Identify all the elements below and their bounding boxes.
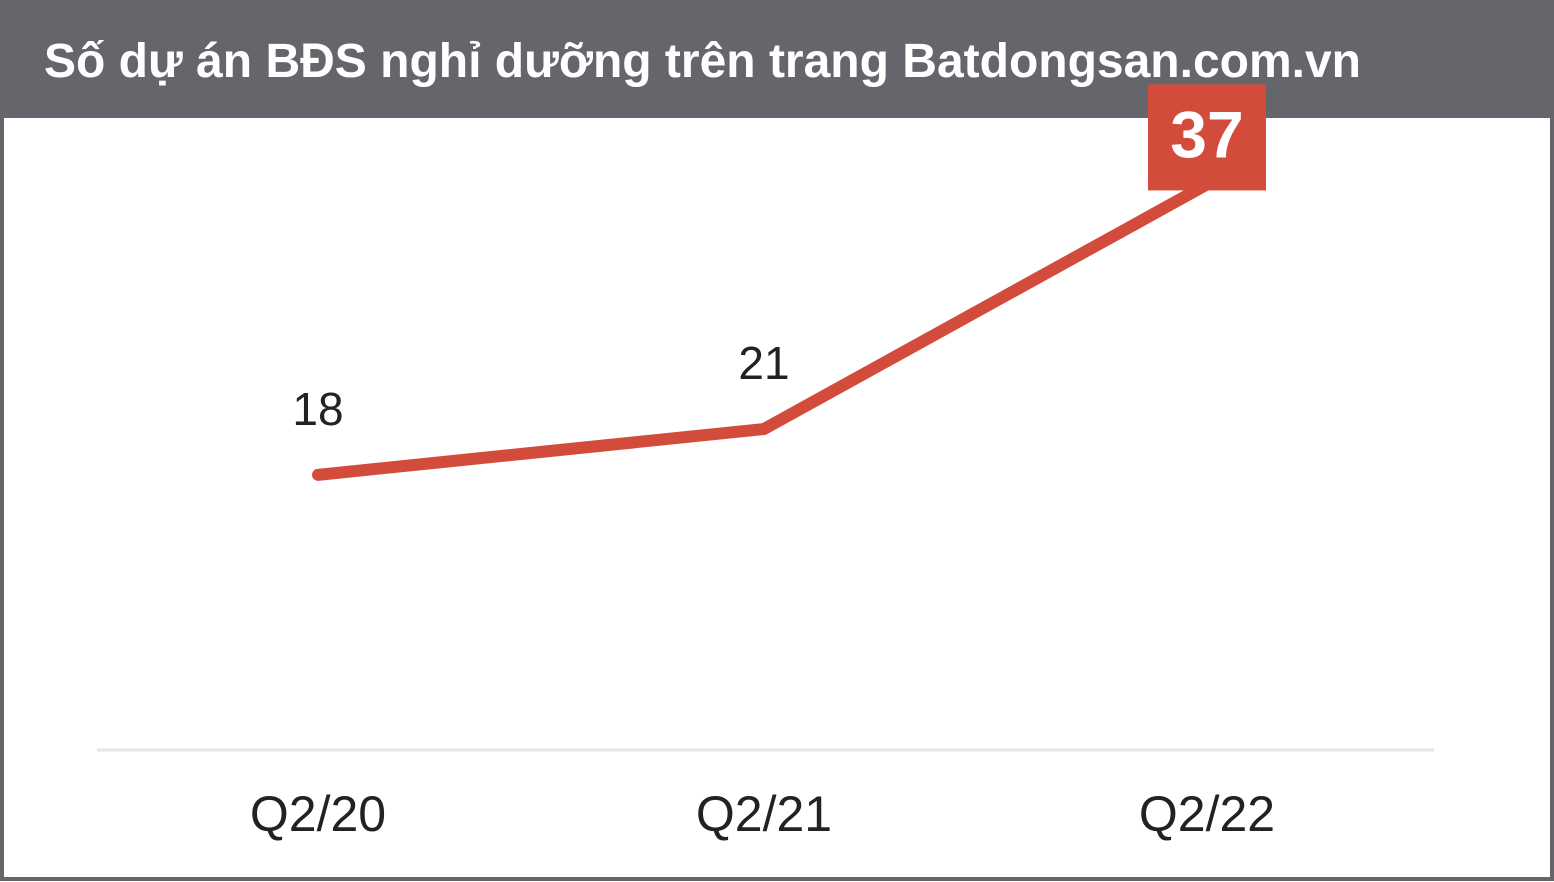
data-label: 21 bbox=[738, 337, 789, 389]
chart-title: Số dự án BĐS nghỉ dưỡng trên trang Batdo… bbox=[44, 35, 1361, 88]
chart-header: Số dự án BĐS nghỉ dưỡng trên trang Batdo… bbox=[0, 0, 1554, 118]
series-line bbox=[312, 178, 1213, 481]
data-label: 37 bbox=[1170, 97, 1243, 171]
x-tick-label: Q2/22 bbox=[1139, 786, 1275, 842]
x-tick-label: Q2/20 bbox=[250, 786, 386, 842]
highlight-label-box bbox=[1148, 84, 1266, 191]
data-label: 18 bbox=[292, 383, 343, 435]
x-tick-label: Q2/21 bbox=[696, 786, 832, 842]
